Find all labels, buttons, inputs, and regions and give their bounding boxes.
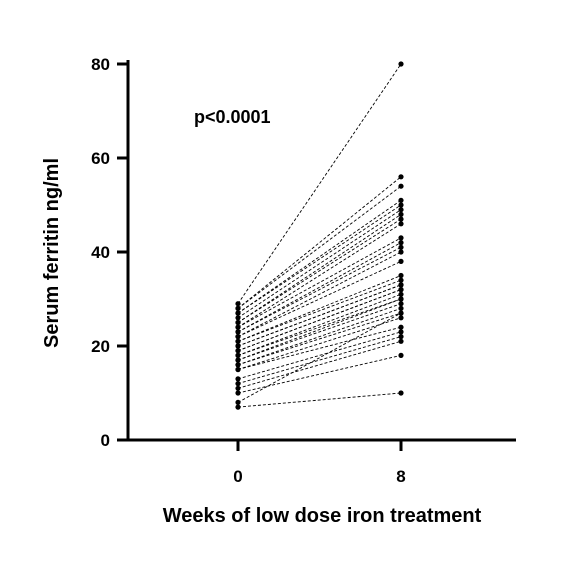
pair-line xyxy=(237,312,402,366)
point-week-8 xyxy=(398,390,404,396)
point-week-0 xyxy=(235,301,241,307)
pair-line xyxy=(237,63,402,304)
point-week-8 xyxy=(398,334,404,340)
pair-line xyxy=(237,312,402,403)
point-week-8 xyxy=(398,211,404,217)
pair-line xyxy=(237,307,402,366)
point-week-8 xyxy=(398,329,404,335)
pair-line xyxy=(237,214,402,323)
point-week-0 xyxy=(235,338,241,344)
pair-line xyxy=(237,392,402,408)
y-tick-label: 40 xyxy=(91,243,110,262)
point-week-8 xyxy=(398,301,404,307)
point-week-8 xyxy=(398,287,404,293)
point-week-8 xyxy=(398,324,404,330)
x-tick-label: 8 xyxy=(396,467,405,486)
point-week-8 xyxy=(398,277,404,283)
point-week-0 xyxy=(235,357,241,363)
pair-line xyxy=(237,336,402,385)
point-week-0 xyxy=(235,399,241,405)
pair-line xyxy=(237,176,402,309)
point-week-8 xyxy=(398,216,404,222)
point-week-8 xyxy=(398,352,404,358)
point-week-0 xyxy=(235,348,241,354)
pair-line xyxy=(237,298,402,361)
point-week-8 xyxy=(398,235,404,241)
pair-line xyxy=(237,209,402,319)
point-week-8 xyxy=(398,207,404,213)
pair-line xyxy=(237,326,402,370)
point-week-8 xyxy=(398,174,404,180)
pair-line xyxy=(237,237,402,328)
x-axis-title: Weeks of low dose iron treatment xyxy=(163,505,482,527)
point-week-0 xyxy=(235,329,241,335)
y-axis-title: Serum ferritin ng/ml xyxy=(41,158,63,348)
pair-line xyxy=(237,354,402,394)
pair-line xyxy=(237,331,402,380)
data-points xyxy=(235,61,404,410)
y-tick-label: 20 xyxy=(91,337,110,356)
point-week-0 xyxy=(235,366,241,373)
pair-line xyxy=(237,298,402,356)
point-week-8 xyxy=(398,258,404,264)
pair-line xyxy=(237,242,402,333)
pair-line xyxy=(237,251,402,337)
point-week-0 xyxy=(235,376,241,382)
point-week-0 xyxy=(235,352,241,358)
pair-line xyxy=(237,199,402,314)
point-week-8 xyxy=(398,249,404,255)
y-tick-label: 0 xyxy=(101,431,110,450)
point-week-8 xyxy=(398,305,404,311)
point-week-8 xyxy=(398,183,404,189)
point-week-8 xyxy=(398,272,404,279)
point-week-0 xyxy=(235,319,241,326)
y-tick-label: 60 xyxy=(91,149,110,168)
pair-line xyxy=(237,284,402,347)
point-week-0 xyxy=(235,385,241,391)
point-week-8 xyxy=(398,202,404,208)
pair-line xyxy=(237,303,402,361)
point-week-8 xyxy=(398,240,404,246)
p-value-annotation: p<0.0001 xyxy=(194,107,271,127)
pair-line xyxy=(237,185,402,309)
pair-lines xyxy=(237,63,402,408)
point-week-8 xyxy=(398,61,404,67)
pair-line xyxy=(237,246,402,333)
pair-line xyxy=(237,223,402,328)
pair-line xyxy=(237,279,402,342)
pair-line xyxy=(237,289,402,352)
point-week-0 xyxy=(235,305,241,311)
point-week-8 xyxy=(398,197,404,203)
point-week-0 xyxy=(235,324,241,330)
point-week-0 xyxy=(235,390,241,396)
point-week-0 xyxy=(235,310,241,316)
pair-line xyxy=(237,275,402,342)
point-week-0 xyxy=(235,362,241,368)
point-week-8 xyxy=(398,315,404,321)
pair-line xyxy=(237,317,402,370)
point-week-0 xyxy=(235,404,241,410)
y-tick-label: 80 xyxy=(91,55,110,74)
point-week-0 xyxy=(235,315,241,321)
x-tick-label: 0 xyxy=(233,467,242,486)
pair-line xyxy=(237,204,402,314)
pair-line xyxy=(237,293,402,356)
point-week-8 xyxy=(398,296,404,302)
point-week-8 xyxy=(398,244,404,250)
pair-line xyxy=(237,218,402,323)
point-week-8 xyxy=(398,338,404,344)
point-week-0 xyxy=(235,381,241,387)
point-week-8 xyxy=(398,282,404,288)
point-week-8 xyxy=(398,291,404,297)
point-week-8 xyxy=(398,310,404,316)
pair-line xyxy=(237,340,402,389)
y-ticks: 0 20 40 60 80 xyxy=(91,55,128,450)
point-week-8 xyxy=(398,221,404,227)
point-week-0 xyxy=(235,334,241,340)
point-week-0 xyxy=(235,343,241,349)
